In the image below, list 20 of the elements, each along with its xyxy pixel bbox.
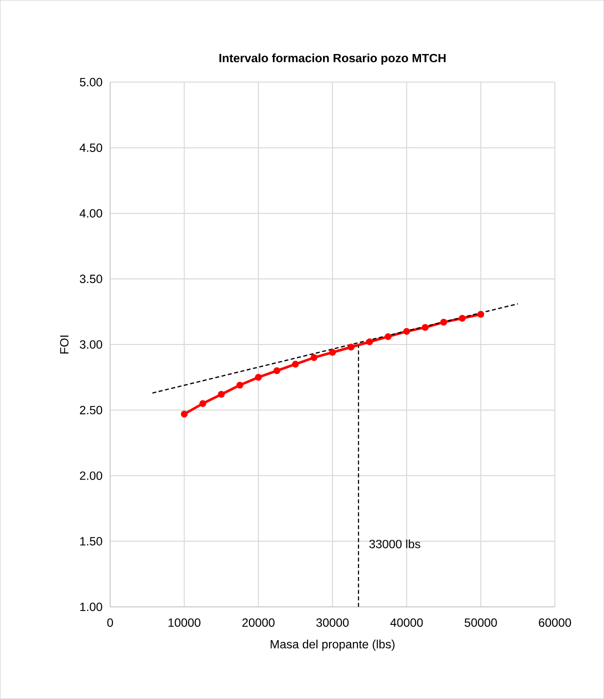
x-tick-label: 40000 (390, 618, 423, 627)
x-tick-label: 30000 (316, 618, 349, 627)
y-tick-label: 2.00 (80, 471, 102, 480)
annotation: 33000 lbs (369, 540, 420, 548)
x-tick-label: 0 (107, 618, 113, 627)
y-tick-label: 3.50 (80, 274, 102, 284)
y-tick-label: 1.50 (80, 537, 102, 546)
x-tick-label: 20000 (242, 618, 275, 627)
x-axis-title: Masa del propante (lbs) (270, 640, 394, 651)
y-tick-label: 5.00 (80, 78, 102, 86)
y-tick-label: 4.50 (80, 144, 102, 152)
x-tick-label: 50000 (464, 618, 497, 627)
chart-title: Intervalo formacion Rosario pozo MTCH (219, 54, 446, 65)
y-tick-label: 3.00 (80, 340, 102, 349)
y-tick-label: 4.00 (80, 209, 102, 218)
y-tick-label: 2.50 (80, 406, 102, 414)
x-tick-label: 10000 (168, 618, 200, 627)
y-tick-label: 1.00 (80, 602, 102, 612)
x-tick-label: 60000 (538, 618, 572, 627)
y-axis-title: FOI (60, 336, 69, 354)
